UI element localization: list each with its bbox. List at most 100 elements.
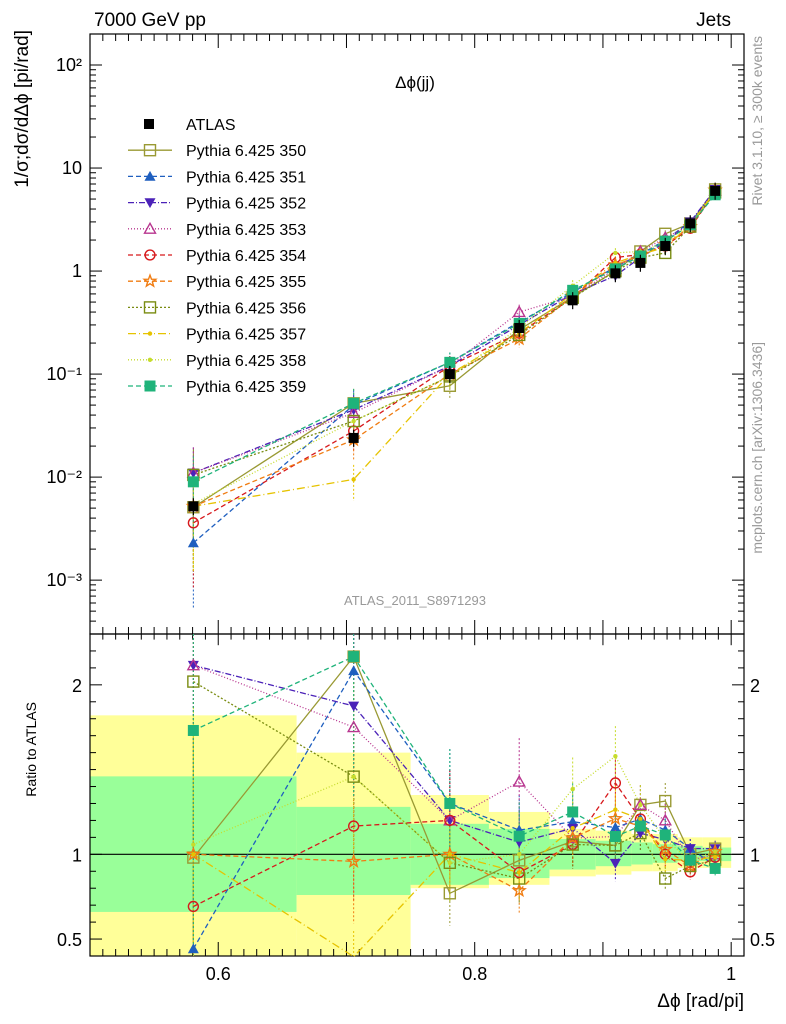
- watermark-label: ATLAS_2011_S8971293: [344, 593, 486, 608]
- ratio-marker-4: [609, 777, 622, 789]
- ratio-marker-0: [443, 887, 457, 900]
- ratio-marker-5: [657, 841, 674, 857]
- ratio-marker-4: [348, 820, 360, 832]
- ratio-marker-3: [346, 720, 361, 733]
- ratio-marker-9: [659, 829, 671, 841]
- series-line-3: [193, 190, 716, 474]
- header-right-label: Jets: [696, 10, 731, 31]
- ratio-marker-3: [512, 774, 526, 787]
- header-left-label: 7000 GeV pp: [94, 10, 206, 31]
- ratio-line-9: [193, 655, 716, 870]
- rivet-side-label: Rivet 3.1.10, ≥ 300k events: [749, 36, 765, 206]
- ratio-marker-5: [185, 846, 202, 861]
- ratio-line-0: [192, 655, 716, 895]
- ratio-marker-8: [712, 849, 718, 854]
- legend: ATLAS Pythia 6.425 350 Pythia 6.425 351 Pyt…: [128, 117, 306, 396]
- ratio-tick-label-left: 1: [72, 845, 82, 865]
- ratio-marker-1: [187, 943, 199, 954]
- ratio-marker-7: [663, 856, 668, 862]
- legend-label: Pythia 6.425 350: [186, 143, 306, 160]
- data-point: [660, 241, 671, 252]
- data-point: [348, 432, 359, 443]
- ratio-marker-7: [638, 816, 643, 822]
- legend-marker: [144, 249, 156, 261]
- legend-label: Pythia 6.425 357: [186, 327, 306, 344]
- series-lines: [192, 189, 716, 958]
- ratio-marker-5: [564, 829, 581, 845]
- legend-marker: [144, 170, 156, 181]
- ratio-marker-6: [187, 675, 200, 688]
- y-axis-label: 1/σ;dσ/dΔϕ [pi/rad]: [12, 30, 33, 188]
- ratio-marker-5: [511, 882, 527, 898]
- data-point: [567, 295, 578, 306]
- tick-labels: 10⁻³ 10⁻² 10⁻¹ 1 10 10² 0.5 0.5 1 1 2 2 0.6 0.8 1: [46, 55, 775, 984]
- ratio-marker-8: [191, 842, 196, 847]
- ratio-marker-0: [187, 851, 200, 864]
- legend-entry-2: Pythia 6.425 352: [128, 196, 306, 213]
- data-point: [685, 218, 696, 229]
- series-marker-9: [567, 284, 579, 296]
- ratio-marker-8: [447, 860, 453, 865]
- legend-marker: [143, 221, 157, 234]
- y-tick-label: 10²: [56, 55, 82, 75]
- legend-marker: [142, 273, 158, 288]
- x-tick-label: 0.8: [462, 964, 487, 984]
- ratio-y-axis-label: Ratio to ATLAS: [23, 702, 39, 797]
- legend-label: Pythia 6.425 353: [186, 222, 306, 239]
- data-point: [610, 268, 621, 279]
- legend-marker: [147, 357, 153, 362]
- ratio-marker-4: [187, 900, 200, 913]
- ratio-marker-1: [609, 822, 621, 832]
- ratio-marker-9: [348, 651, 360, 663]
- legend-label: Pythia 6.425 351: [186, 169, 306, 186]
- ratio-marker-9: [567, 806, 579, 818]
- ratio-marker-9: [187, 724, 199, 736]
- legend-label: Pythia 6.425 354: [186, 248, 306, 265]
- ratio-marker-8: [613, 753, 618, 759]
- legend-marker: [144, 380, 156, 392]
- ratio-line-2: [193, 664, 716, 865]
- ratio-marker-8: [638, 802, 643, 808]
- series-line-2: [193, 189, 716, 474]
- data-point: [635, 257, 646, 268]
- series-marker-5: [511, 330, 527, 346]
- legend-entry-data: ATLAS: [144, 117, 236, 134]
- ratio-marker-9: [709, 862, 721, 874]
- main-panel: 10⁻³ 10⁻² 10⁻¹ 1 10 10² 0.5 0.5 1 1 2 2 0.6 0.8 1 ATLA…: [46, 33, 775, 984]
- y-tick-label: 1: [72, 261, 82, 281]
- legend-entry-9: Pythia 6.425 359: [128, 379, 306, 396]
- legend-marker: [143, 301, 157, 314]
- ratio-marker-2: [684, 844, 696, 854]
- series-marker-9: [444, 356, 456, 368]
- ratio-marker-4: [444, 814, 456, 827]
- data-point: [514, 323, 525, 334]
- ratio-tick-label-left: 2: [72, 676, 82, 696]
- ratio-marker-9: [634, 820, 646, 832]
- ratio-marker-6: [347, 770, 360, 783]
- ratio-marker-7: [712, 854, 718, 860]
- legend-marker: [144, 198, 156, 209]
- ratio-marker-5: [345, 853, 362, 868]
- series-marker-6: [347, 414, 360, 428]
- ratio-frame: [89, 633, 745, 957]
- data-point: [444, 369, 455, 380]
- ratio-marker-7: [191, 852, 196, 857]
- legend-label: Pythia 6.425 359: [186, 379, 306, 396]
- series-line-4: [193, 191, 716, 524]
- ratio-marker-3: [186, 658, 201, 671]
- legend-label: Pythia 6.425 356: [186, 300, 306, 317]
- ratio-marker-0: [659, 794, 672, 808]
- legend-entry-0: Pythia 6.425 350: [128, 143, 306, 160]
- mcplots-side-label: mcplots.cern.ch [arXiv:1306.3436]: [749, 342, 765, 554]
- series-marker-8: [613, 250, 618, 256]
- series-line-9: [193, 194, 716, 483]
- legend-label: ATLAS: [186, 117, 236, 134]
- ratio-marker-7: [613, 807, 618, 812]
- series-marker-4: [187, 517, 200, 529]
- ratio-marker-3: [633, 797, 648, 810]
- ratio-marker-2: [609, 858, 621, 869]
- y-tick-label: 10⁻²: [46, 467, 82, 487]
- ratio-marker-2: [348, 701, 360, 712]
- data-point: [710, 185, 721, 196]
